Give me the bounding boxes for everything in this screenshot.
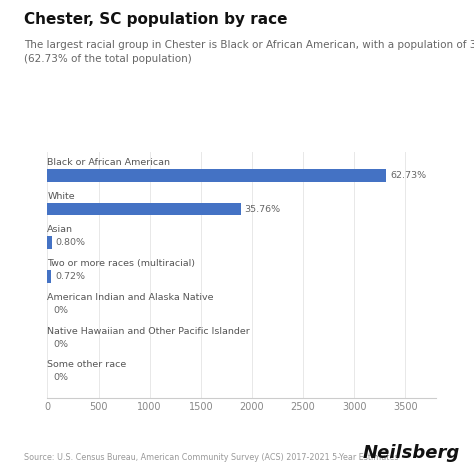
Text: 62.73%: 62.73% (391, 171, 427, 180)
Text: 0%: 0% (54, 306, 69, 315)
Text: 0%: 0% (54, 374, 69, 383)
Bar (47, 169, 386, 182)
Text: Neilsberg: Neilsberg (363, 444, 460, 462)
Bar (47, 270, 51, 283)
Text: 0%: 0% (54, 340, 69, 349)
Text: Asian: Asian (47, 226, 73, 235)
Text: Two or more races (multiracial): Two or more races (multiracial) (47, 259, 195, 268)
Text: Source: U.S. Census Bureau, American Community Survey (ACS) 2017-2021 5-Year Est: Source: U.S. Census Bureau, American Com… (24, 453, 398, 462)
Text: 0.72%: 0.72% (55, 272, 85, 281)
Text: Native Hawaiian and Other Pacific Islander: Native Hawaiian and Other Pacific Island… (47, 327, 250, 336)
Text: 35.76%: 35.76% (245, 205, 281, 214)
Bar (47, 203, 241, 216)
Bar (47, 237, 52, 249)
Text: American Indian and Alaska Native: American Indian and Alaska Native (47, 293, 214, 302)
Text: Chester, SC population by race: Chester, SC population by race (24, 12, 287, 27)
Text: Some other race: Some other race (47, 360, 127, 369)
Text: The largest racial group in Chester is Black or African American, with a populat: The largest racial group in Chester is B… (24, 40, 474, 64)
Text: 0.80%: 0.80% (56, 238, 86, 247)
Text: White: White (47, 191, 75, 201)
Text: Black or African American: Black or African American (47, 158, 170, 167)
